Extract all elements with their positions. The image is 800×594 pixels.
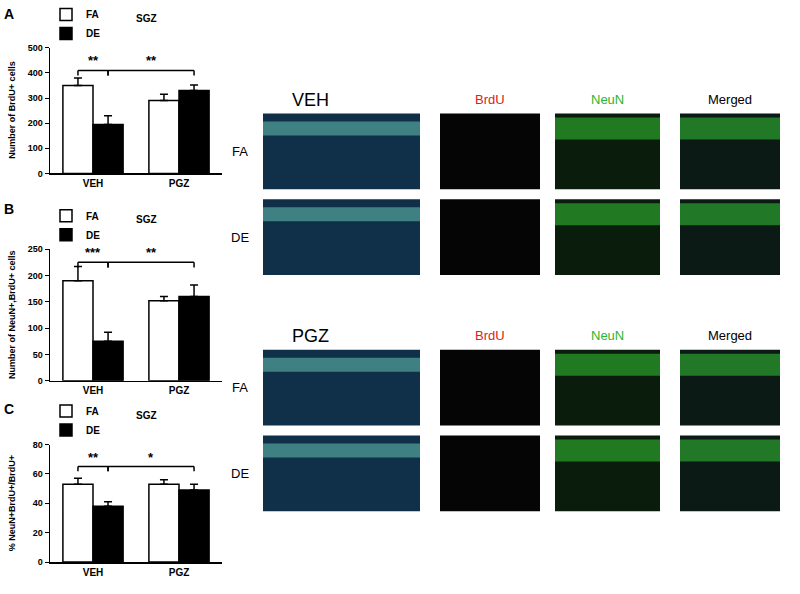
svg-text:250: 250 bbox=[28, 244, 43, 254]
svg-text:***: *** bbox=[85, 245, 101, 260]
svg-text:PGZ: PGZ bbox=[292, 326, 329, 346]
svg-text:400: 400 bbox=[28, 68, 43, 78]
svg-text:100: 100 bbox=[28, 143, 43, 153]
svg-text:60: 60 bbox=[33, 469, 43, 479]
svg-text:FA: FA bbox=[232, 380, 248, 395]
svg-text:SGZ: SGZ bbox=[136, 410, 157, 421]
svg-text:300: 300 bbox=[28, 93, 43, 103]
svg-text:DE: DE bbox=[86, 28, 100, 39]
svg-text:VEH: VEH bbox=[83, 567, 104, 578]
svg-text:150: 150 bbox=[28, 297, 43, 307]
svg-text:0: 0 bbox=[38, 557, 43, 567]
svg-text:SGZ: SGZ bbox=[136, 13, 157, 24]
svg-text:20: 20 bbox=[33, 528, 43, 538]
svg-text:BrdU: BrdU bbox=[475, 328, 505, 343]
svg-text:Merged: Merged bbox=[708, 328, 752, 343]
svg-text:50: 50 bbox=[33, 350, 43, 360]
svg-text:PGZ: PGZ bbox=[169, 385, 190, 396]
svg-text:FA: FA bbox=[232, 144, 248, 159]
svg-text:40: 40 bbox=[33, 498, 43, 508]
svg-text:DE: DE bbox=[86, 230, 100, 241]
svg-text:80: 80 bbox=[33, 440, 43, 450]
svg-text:200: 200 bbox=[28, 271, 43, 281]
svg-text:0: 0 bbox=[38, 376, 43, 386]
svg-text:FA: FA bbox=[86, 211, 99, 222]
svg-text:VEH: VEH bbox=[83, 385, 104, 396]
svg-text:Number of NeuN+,BrdU+ cells: Number of NeuN+,BrdU+ cells bbox=[7, 250, 17, 379]
svg-text:**: ** bbox=[146, 245, 157, 260]
svg-text:Number of BrdU+ cells: Number of BrdU+ cells bbox=[7, 61, 17, 158]
svg-text:100: 100 bbox=[28, 323, 43, 333]
svg-text:**: ** bbox=[146, 53, 157, 68]
svg-text:FA: FA bbox=[86, 406, 99, 417]
svg-text:PGZ: PGZ bbox=[169, 178, 190, 189]
svg-text:0: 0 bbox=[38, 169, 43, 179]
svg-text:Merged: Merged bbox=[708, 92, 752, 107]
svg-text:**: ** bbox=[88, 53, 99, 68]
svg-text:SGZ: SGZ bbox=[136, 214, 157, 225]
svg-text:DE: DE bbox=[86, 425, 100, 436]
svg-text:NeuN: NeuN bbox=[591, 92, 624, 107]
svg-text:NeuN: NeuN bbox=[591, 328, 624, 343]
svg-text:FA: FA bbox=[86, 9, 99, 20]
svg-text:PGZ: PGZ bbox=[169, 567, 190, 578]
svg-text:200: 200 bbox=[28, 118, 43, 128]
svg-text:C: C bbox=[4, 401, 14, 417]
svg-text:B: B bbox=[4, 201, 14, 217]
svg-text:BrdU: BrdU bbox=[475, 92, 505, 107]
svg-text:A: A bbox=[4, 6, 14, 22]
svg-text:DE: DE bbox=[231, 230, 249, 245]
svg-text:*: * bbox=[148, 450, 154, 465]
svg-text:% NeuN+BrdU+/BrdU+: % NeuN+BrdU+/BrdU+ bbox=[7, 455, 17, 551]
svg-text:DE: DE bbox=[231, 466, 249, 481]
svg-text:VEH: VEH bbox=[83, 178, 104, 189]
svg-text:**: ** bbox=[88, 450, 99, 465]
svg-text:VEH: VEH bbox=[292, 90, 329, 110]
svg-text:500: 500 bbox=[28, 43, 43, 53]
